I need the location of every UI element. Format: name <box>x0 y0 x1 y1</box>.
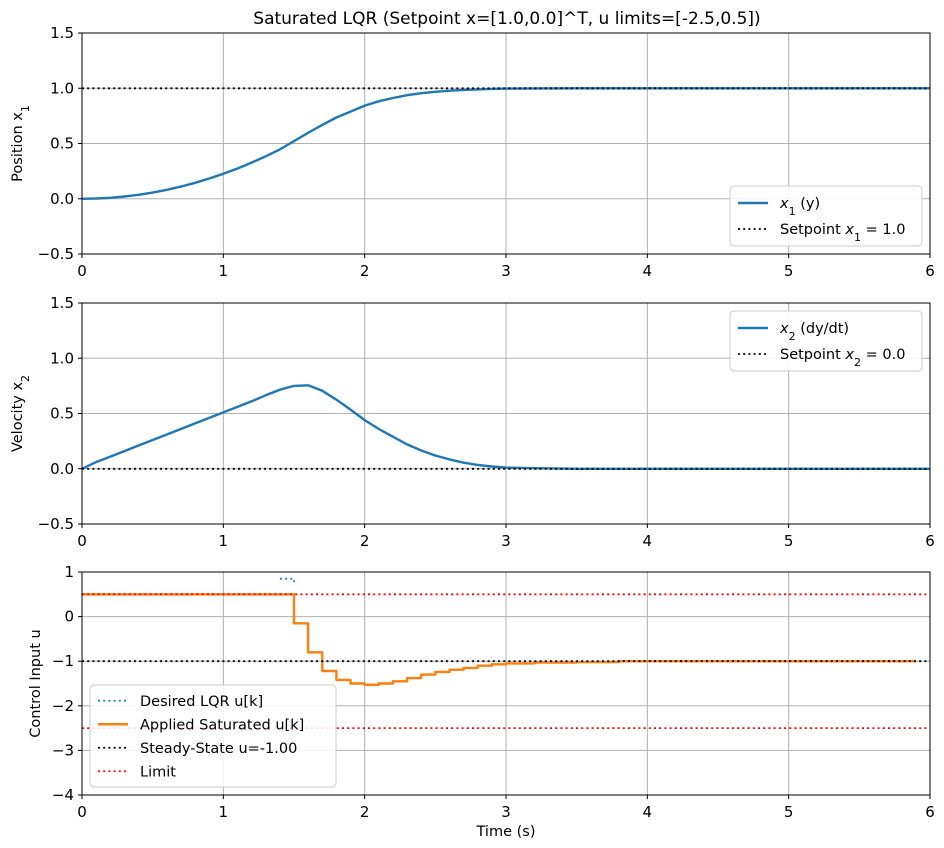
position-subplot: 0 1 2 3 4 5 6 −0.5 0.0 0.5 1.0 1.5 Position x1 x1 (y)… <box>10 24 935 280</box>
y-tick-label: 0.5 <box>50 135 74 153</box>
x-tick-label: 4 <box>643 803 653 821</box>
series-line-desired-lqr-u-k <box>279 577 295 584</box>
x-tick-label: 0 <box>77 262 87 280</box>
control-input-subplot: 0 1 2 3 4 5 6 −4 −3 −2 −1 0 1 Control Input u Time (s)… <box>28 563 935 840</box>
y-tick-label: −2 <box>52 697 74 715</box>
legend-box <box>729 310 923 372</box>
y-axis-label: Velocity x2 <box>10 375 32 452</box>
legend-label: Setpoint x2 = 0.0 <box>780 347 905 369</box>
y-tick-label: 1.5 <box>50 294 74 312</box>
x-tick-label: 3 <box>501 532 511 550</box>
legend: x2 (dy/dt) Setpoint x2 = 0.0 <box>729 310 923 372</box>
x-tick-label: 3 <box>501 803 511 821</box>
x-tick-label: 3 <box>501 262 511 280</box>
y-axis-label: Position x1 <box>10 105 32 182</box>
x-tick-label: 4 <box>643 532 653 550</box>
y-tick-label: 1.0 <box>50 79 74 97</box>
y-tick-label: −1 <box>52 652 74 670</box>
legend-box <box>729 185 923 247</box>
legend-label: x2 (dy/dt) <box>779 321 849 343</box>
x-axis-label: Time (s) <box>476 824 536 840</box>
y-tick-label: 0.0 <box>50 190 74 208</box>
x-tick-label: 1 <box>219 803 229 821</box>
legend-box <box>89 684 337 788</box>
y-tick-label: 0.5 <box>50 405 74 423</box>
x-tick-label: 0 <box>77 532 87 550</box>
x-tick-label: 0 <box>77 803 87 821</box>
x-tick-label: 5 <box>784 803 794 821</box>
legend: Desired LQR u[k] Applied Saturated u[k] St… <box>89 684 337 788</box>
y-tick-label: 1.5 <box>50 24 74 42</box>
y-tick-label: −0.5 <box>38 245 74 263</box>
y-tick-label: −4 <box>52 786 74 804</box>
series-line-x2-dy-dt <box>81 384 930 470</box>
legend-label: Steady-State u=-1.00 <box>140 741 297 757</box>
x-tick-label: 6 <box>925 262 935 280</box>
x-tick-label: 2 <box>360 803 370 821</box>
x-tick-label: 4 <box>643 262 653 280</box>
legend-label: x1 (y) <box>779 196 820 218</box>
x-tick-label: 1 <box>219 262 229 280</box>
series-line-applied-saturated-u-k <box>82 593 916 686</box>
legend-label: Setpoint x1 = 1.0 <box>780 222 905 244</box>
legend-label: Limit <box>140 764 176 780</box>
y-tick-label: 0 <box>64 608 74 626</box>
y-tick-label: 1 <box>64 563 74 581</box>
legend: x1 (y) Setpoint x1 = 1.0 <box>729 185 923 247</box>
y-tick-label: 0.0 <box>50 460 74 478</box>
y-tick-label: −0.5 <box>38 515 74 533</box>
x-tick-label: 6 <box>925 803 935 821</box>
x-tick-label: 5 <box>784 262 794 280</box>
x-tick-label: 2 <box>360 532 370 550</box>
x-tick-label: 1 <box>219 532 229 550</box>
series-line-x1-y <box>81 87 930 200</box>
legend-label: Applied Saturated u[k] <box>140 717 304 733</box>
y-tick-label: 1.0 <box>50 349 74 367</box>
velocity-subplot: 0 1 2 3 4 5 6 −0.5 0.0 0.5 1.0 1.5 Velocity x2 x2 (dy… <box>10 294 935 550</box>
legend-label: Desired LQR u[k] <box>140 694 263 710</box>
figure-title: Saturated LQR (Setpoint x=[1.0,0.0]^T, u… <box>253 9 760 29</box>
y-tick-label: −3 <box>52 741 74 759</box>
x-tick-label: 6 <box>925 532 935 550</box>
x-tick-label: 2 <box>360 262 370 280</box>
x-tick-label: 5 <box>784 532 794 550</box>
y-axis-label: Control Input u <box>28 629 44 737</box>
